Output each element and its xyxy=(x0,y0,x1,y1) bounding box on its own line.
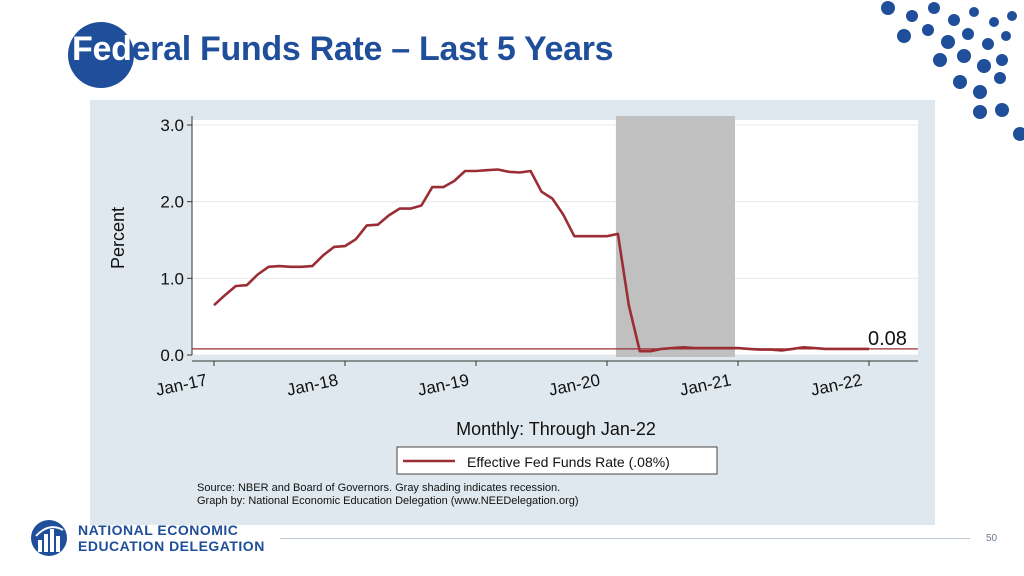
decorative-dot xyxy=(995,103,1009,117)
y-axis-label: Percent xyxy=(108,207,128,269)
x-tick-label: Jan-18 xyxy=(285,370,340,399)
logo-wordmark: NATIONAL ECONOMIC EDUCATION DELEGATION xyxy=(78,522,265,554)
decorative-dot xyxy=(933,53,947,67)
logo-mark-icon xyxy=(31,520,67,556)
decorative-dot xyxy=(973,85,987,99)
decorative-dot xyxy=(881,1,895,15)
y-tick-label: 1.0 xyxy=(160,269,184,288)
decorative-dots xyxy=(881,1,1024,141)
y-tick-label: 0.0 xyxy=(160,346,184,365)
x-axis-label: Monthly: Through Jan-22 xyxy=(456,419,656,439)
fed-funds-chart: 0.0 1.0 2.0 3.0 Jan-17 Jan-18 Jan-19 Jan-20 Jan-… xyxy=(108,116,918,507)
decorative-dot xyxy=(969,7,979,17)
decorative-dot xyxy=(982,38,994,50)
need-logo: NATIONAL ECONOMIC EDUCATION DELEGATION xyxy=(30,518,270,562)
decorative-dot xyxy=(989,17,999,27)
decorative-dot xyxy=(996,54,1008,66)
decorative-dot xyxy=(941,35,955,49)
grid-lines xyxy=(192,120,918,356)
decorative-dot xyxy=(962,28,974,40)
page-title-rest: eral Funds Rate – Last 5 Years xyxy=(131,30,614,68)
decorative-dot xyxy=(1001,31,1011,41)
credit-note: Graph by: National Economic Education De… xyxy=(197,495,579,507)
decorative-dot xyxy=(953,75,967,89)
decorative-dot xyxy=(973,105,987,119)
decorative-dot xyxy=(977,59,991,73)
x-tick-label: Jan-22 xyxy=(809,370,864,399)
legend-label: Effective Fed Funds Rate (.08%) xyxy=(467,454,670,470)
decorative-dot xyxy=(906,10,918,22)
plot-area xyxy=(192,120,918,355)
x-tick-label: Jan-20 xyxy=(547,370,602,399)
page-title-accent: Fed xyxy=(72,30,132,68)
decorative-dot xyxy=(1013,127,1024,141)
source-note: Source: NBER and Board of Governors. Gra… xyxy=(197,482,560,494)
x-tick-label: Jan-17 xyxy=(154,370,209,399)
decorative-dot xyxy=(994,72,1006,84)
series-line-effective-fed-funds-rate xyxy=(213,168,869,353)
y-tick-label: 2.0 xyxy=(160,193,184,212)
logo-line1: NATIONAL ECONOMIC xyxy=(78,522,239,538)
title-circle-accent xyxy=(68,22,134,88)
x-tick-label: Jan-21 xyxy=(678,370,733,399)
recession-shading xyxy=(615,116,735,357)
page-title: Federal Funds Rate – Last 5 Years xyxy=(72,30,614,69)
chart-panel: 0.0 1.0 2.0 3.0 Jan-17 Jan-18 Jan-19 Jan-20 Jan-… xyxy=(90,100,935,525)
decorative-dot xyxy=(897,29,911,43)
page-number: 50 xyxy=(986,533,998,544)
decorative-dot xyxy=(922,24,934,36)
end-value-label: 0.08 xyxy=(868,328,907,350)
decorative-dot xyxy=(948,14,960,26)
decorative-dot xyxy=(928,2,940,14)
decorative-dot xyxy=(957,49,971,63)
y-tick-label: 3.0 xyxy=(160,116,184,135)
footer-divider xyxy=(280,538,970,539)
decorative-dot xyxy=(1007,11,1017,21)
x-tick-label: Jan-19 xyxy=(416,370,471,399)
logo-line2: EDUCATION DELEGATION xyxy=(78,538,265,554)
